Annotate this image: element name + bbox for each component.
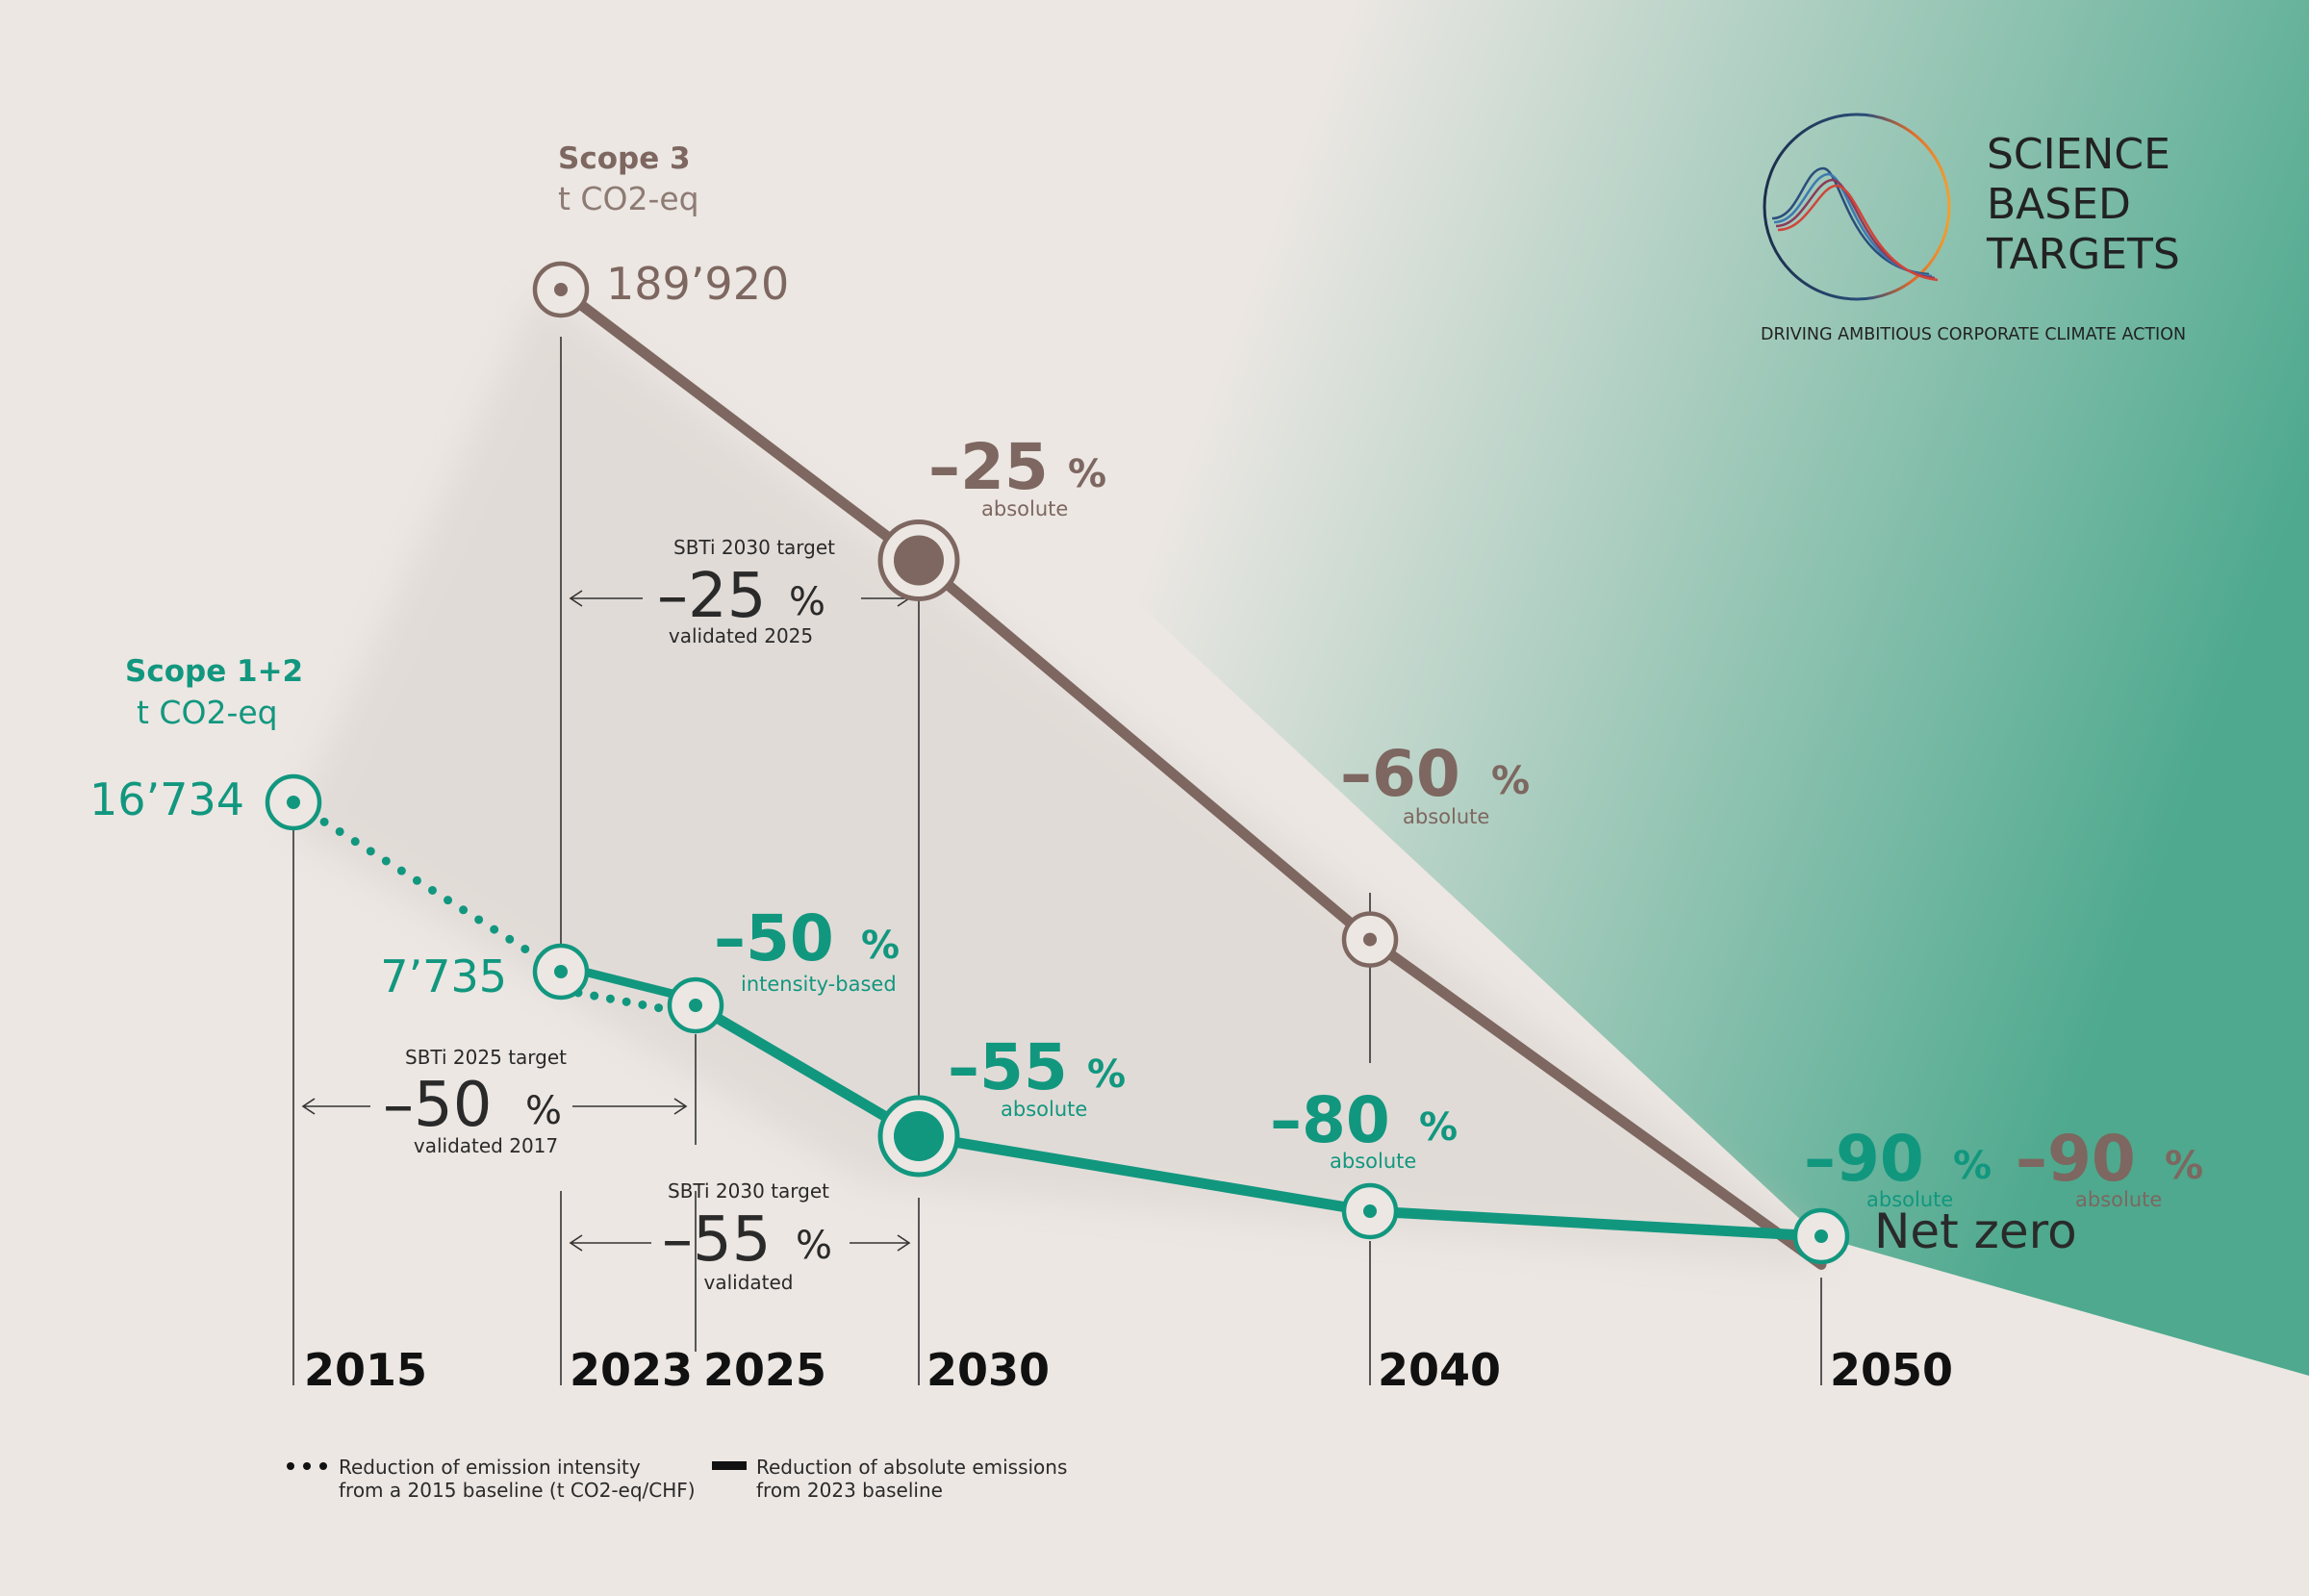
scope12-2050-percent: % — [1953, 1144, 1992, 1188]
scope3-title: Scope 3 — [558, 141, 691, 176]
arrow-scope12_2025 — [301, 1098, 688, 1115]
scope12-segment-2040-2050 — [1364, 1205, 1827, 1242]
arrow-scope12_2030 — [569, 1234, 911, 1252]
target-scope12-2025-title: SBTi 2025 target — [405, 1046, 567, 1069]
legend: Reduction of emission intensity from a 2… — [287, 1456, 1067, 1502]
year-2023-label: 2023 — [570, 1344, 693, 1396]
scope12-marker-2040 — [1341, 1182, 1399, 1240]
scope3-2040-sub: absolute — [1403, 805, 1489, 828]
year-2050-label: 2050 — [1830, 1344, 1953, 1396]
scope3-2050-sub: absolute — [2075, 1188, 2162, 1211]
target-arrows — [301, 590, 911, 1252]
scope12-2040-sub: absolute — [1330, 1150, 1416, 1173]
scope12-2040-percent: % — [1419, 1105, 1458, 1150]
scope12-marker-2023 — [532, 943, 590, 1001]
scope3-2030-reduction: –25 — [928, 430, 1049, 504]
scope12-2030-percent: % — [1087, 1052, 1126, 1097]
scope12-title: Scope 1+2 — [125, 654, 303, 689]
scope12-2025-percent: % — [861, 924, 900, 968]
scope3-unit: t CO2-eq — [558, 180, 699, 217]
scope12-segment-2025-2030 — [690, 1000, 925, 1142]
scope3-marker-2040 — [1341, 911, 1399, 968]
scope3-2040-percent: % — [1491, 759, 1530, 803]
scope3-2040-reduction: –60 — [1340, 737, 1460, 811]
scope12-marker-2030 — [877, 1095, 960, 1178]
target-scope12-2025-percent: % — [525, 1089, 562, 1133]
data-point-markers — [265, 261, 1850, 1265]
legend-solid-line1: Reduction of absolute emissions — [756, 1456, 1067, 1479]
series-lines — [289, 284, 1827, 1270]
scope3-segment-2023-2030 — [555, 284, 925, 566]
scope12-2025-sub: intensity-based — [741, 973, 897, 996]
scope3-2050-percent: % — [2165, 1144, 2203, 1188]
target-scope12-2025-note: validated 2017 — [414, 1134, 558, 1157]
scope12-2050-reduction: –90 — [1804, 1122, 1924, 1196]
logo-tagline: DRIVING AMBITIOUS CORPORATE CLIMATE ACTI… — [1761, 325, 2186, 344]
legend-solid-line2: from 2023 baseline — [756, 1479, 943, 1502]
scope12-segment-2030-2040 — [913, 1130, 1376, 1217]
target-scope12-2030-title: SBTi 2030 target — [668, 1179, 829, 1203]
scope12-2030-sub: absolute — [1001, 1098, 1087, 1121]
target-scope3-2030-value: –25 — [657, 561, 766, 632]
logo-line1: SCIENCE — [1987, 130, 2170, 179]
scope3-segment-2030-2040 — [913, 555, 1376, 946]
legend-dotted-line1: Reduction of emission intensity — [339, 1456, 641, 1479]
scope3-2030-percent: % — [1068, 452, 1106, 496]
target-scope3-2030-note: validated 2025 — [669, 624, 813, 647]
target-scope12-2025-value: –50 — [383, 1070, 492, 1141]
target-scope12-2030-percent: % — [796, 1224, 832, 1268]
logo-emblem-icon — [1763, 113, 1951, 301]
target-scope3-2030-percent: % — [789, 580, 825, 624]
legend-dotted-swatch — [287, 1462, 327, 1470]
scope12-unit: t CO2-eq — [137, 694, 278, 731]
logo-line2: BASED — [1987, 180, 2131, 229]
sbti-logo: SCIENCE BASED TARGETS DRIVING AMBITIOUS … — [1761, 113, 2186, 344]
scope12-2050-sub: absolute — [1866, 1188, 1953, 1211]
scope12-2040-reduction: –80 — [1270, 1083, 1390, 1157]
target-scope12-2030-value: –55 — [662, 1204, 771, 1276]
background-gradient — [866, 0, 2309, 1376]
legend-dotted-line2: from a 2015 baseline (t CO2-eq/CHF) — [339, 1479, 696, 1502]
scope12-marker-2025 — [667, 976, 724, 1034]
year-2015-label: 2015 — [304, 1344, 427, 1396]
year-2030-label: 2030 — [926, 1344, 1050, 1396]
scope12-marker-2015 — [265, 773, 322, 831]
scope3-marker-2030 — [877, 519, 960, 601]
scope12-segment-2023-2025-dotted — [573, 988, 681, 1016]
scope3-segment-2040-2050 — [1364, 934, 1827, 1270]
scope12-2015-value: 16’734 — [89, 773, 244, 825]
scope12-2030-reduction: –55 — [948, 1030, 1068, 1104]
net-zero-label: Net zero — [1874, 1203, 2077, 1259]
legend-solid-swatch — [712, 1461, 747, 1470]
scope12-2025-reduction: –50 — [714, 901, 834, 975]
scope12-marker-2050 — [1792, 1207, 1850, 1265]
target-scope12-2030-note: validated — [704, 1271, 794, 1294]
logo-line3: TARGETS — [1986, 230, 2180, 279]
scope3-baseline-value: 189’920 — [606, 258, 789, 310]
background-shadow — [289, 289, 1818, 1270]
target-scope3-2030-title: SBTi 2030 target — [673, 536, 835, 559]
scope12-2023-value: 7’735 — [380, 950, 507, 1002]
scope3-marker-2023 — [532, 261, 590, 318]
year-2040-label: 2040 — [1378, 1344, 1501, 1396]
scope3-2030-sub: absolute — [981, 497, 1068, 520]
year-2025-label: 2025 — [703, 1344, 826, 1396]
scope12-segment-2015-2023 — [289, 798, 566, 976]
scope3-2050-reduction: –90 — [2016, 1122, 2136, 1196]
